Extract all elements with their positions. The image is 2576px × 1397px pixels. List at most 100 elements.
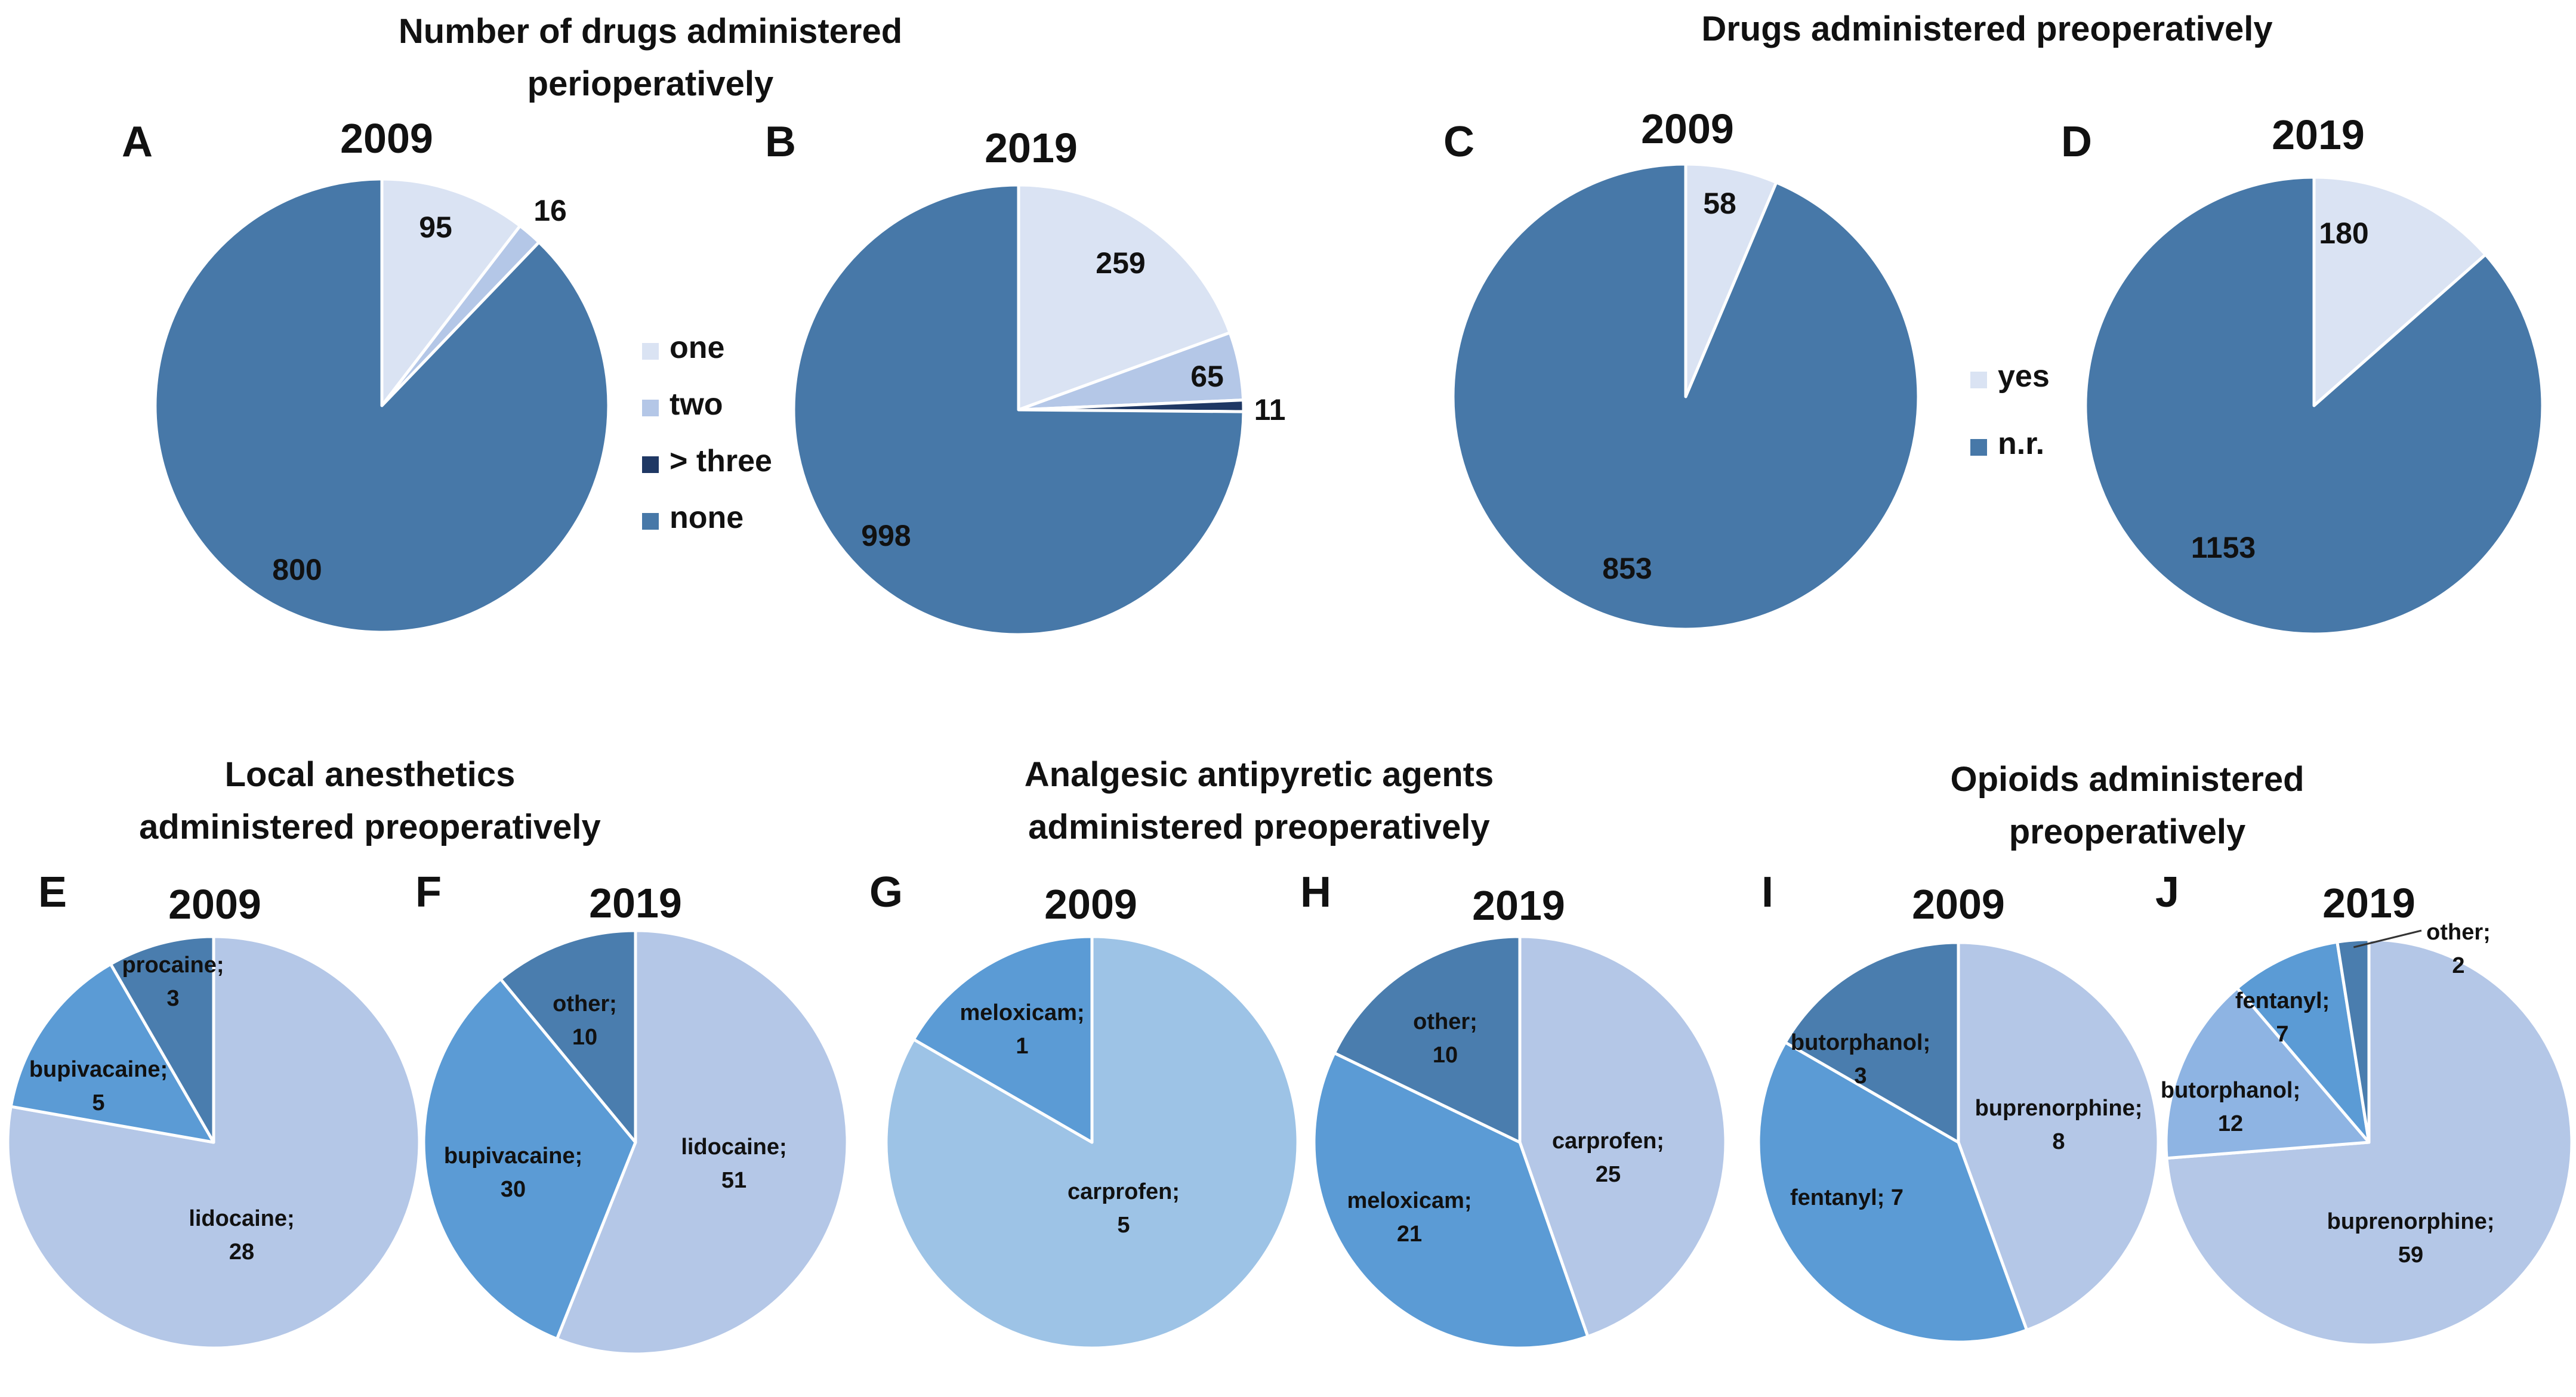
pie-chart-i: I 2009 buprenorphine; 8 fentanyl; 7 butorphan…	[1757, 869, 2160, 1344]
pie-slice-meloxicam	[1312, 1051, 1590, 1350]
leader-line	[2353, 929, 2422, 948]
section-title-analgesic: Analgesic antipyretic agents administered…	[1025, 755, 1494, 846]
legend-label: one	[670, 330, 724, 365]
pie-slice-fentanyl	[2235, 940, 2371, 1144]
pie-slice-one	[380, 177, 522, 407]
panel-letter: A	[122, 118, 153, 166]
section-titles: Number of drugs administered perioperativ…	[139, 10, 2304, 851]
panel-letter: D	[2061, 118, 2092, 166]
pie-slice-yes	[2312, 175, 2487, 407]
pie-chart-g: G 2009 carprofen; 5 meloxicam; 1	[869, 869, 1300, 1350]
pie-slice-lidocaine	[555, 929, 849, 1356]
data-label: carprofen; 25	[1552, 1129, 1664, 1187]
pie-slice-other	[499, 929, 637, 1144]
pie-slice-fentanyl	[1757, 1041, 2029, 1344]
data-label: lidocaine; 51	[681, 1135, 786, 1193]
panel-letter: F	[415, 869, 442, 916]
pie-chart-d: D 2019 180 1153	[2061, 112, 2544, 636]
data-label: bupivacaine; 5	[29, 1057, 168, 1115]
data-label: 11	[1254, 393, 1286, 426]
pie-chart-e: E 2009 lidocaine; 28 bupivacaine; 5 procaine; 3	[6, 869, 421, 1350]
pie-slice-n-r-	[2084, 175, 2544, 636]
data-label: 800	[272, 553, 322, 586]
data-label: butorphanol; 12	[2161, 1078, 2300, 1136]
year-label: 2019	[985, 125, 1078, 171]
legend-preoperative: yes n.r.	[1970, 359, 2050, 461]
data-label: 259	[1096, 246, 1145, 280]
year-label: 2019	[2272, 112, 2365, 158]
data-label: 95	[419, 211, 452, 244]
pie-chart-a: A 2009 95 16 800	[122, 115, 610, 634]
data-label: buprenorphine; 59	[2327, 1209, 2495, 1268]
data-label: 853	[1602, 552, 1652, 585]
legend-item: > three	[642, 444, 772, 478]
year-label: 2019	[2322, 880, 2415, 926]
legend-label: > three	[670, 444, 772, 478]
data-label: lidocaine; 28	[189, 1206, 294, 1265]
section-title-perioperative: Number of drugs administered perioperativ…	[399, 12, 902, 103]
legend-swatch	[642, 343, 659, 360]
data-label: procaine; 3	[122, 953, 224, 1011]
pie-slice-bupivacaine	[9, 962, 215, 1144]
data-label: bupivacaine; 30	[444, 1143, 582, 1202]
data-label: 180	[2319, 217, 2368, 250]
legend-label: n.r.	[1998, 426, 2044, 461]
pie-slice-bupivacaine	[422, 977, 637, 1341]
panel-letter: B	[765, 118, 796, 166]
legend-item: none	[642, 500, 744, 535]
year-label: 2019	[1472, 882, 1565, 929]
legend-swatch	[1970, 439, 1987, 456]
pie-slice-procaine	[109, 935, 215, 1144]
legend-label: none	[670, 500, 744, 535]
pie-slice-none	[792, 183, 1245, 636]
year-label: 2009	[1641, 106, 1734, 152]
legend-number-of-drugs: one two > three none	[642, 330, 772, 535]
pie-chart-h: H 2019 carprofen; 25 meloxicam; 21 other; 10	[1300, 869, 1727, 1350]
pie-chart-c: C 2009 58 853	[1443, 106, 1920, 631]
pie-slice-n-r-	[1451, 162, 1920, 631]
pie-slice-buprenorphine	[1957, 941, 2160, 1332]
pie-slice-other	[2336, 938, 2371, 1144]
year-label: 2019	[589, 880, 682, 926]
year-label: 2009	[340, 115, 433, 162]
pie-chart-j: J 2019 buprenorphine; 59 butorphanol; 12 fenta…	[2155, 869, 2574, 1347]
data-label: meloxicam; 21	[1347, 1188, 1471, 1247]
panel-letter: J	[2155, 869, 2179, 916]
data-label: fentanyl; 7	[2235, 988, 2330, 1047]
pie-charts: A 2009 95 16 800 B 2019 259 65 11 998 C 2009 58 853 D 20…	[6, 106, 2574, 1356]
pie-slice-butorphanol	[1784, 941, 1960, 1144]
panel-letter: G	[869, 869, 903, 916]
pie-slice-butorphanol	[2164, 986, 2371, 1160]
legend-label: yes	[1998, 359, 2050, 394]
legend-swatch	[642, 400, 659, 416]
year-label: 2009	[1912, 881, 2005, 928]
legend-item: yes	[1970, 359, 2050, 394]
data-label: buprenorphine; 8	[1975, 1096, 2143, 1154]
year-label: 2009	[168, 881, 261, 928]
pie-slice-other	[1332, 935, 1522, 1144]
legend-swatch	[642, 456, 659, 473]
pie-slice-one	[1017, 183, 1232, 412]
data-label: 58	[1703, 187, 1736, 220]
data-label: other; 10	[553, 991, 617, 1050]
legend-label: two	[670, 387, 723, 422]
legend-item: n.r.	[1970, 426, 2044, 461]
panel-letter: H	[1300, 869, 1331, 916]
legend-swatch	[1970, 372, 1987, 388]
legends: one two > three none yes n.r.	[642, 330, 2050, 535]
data-label: carprofen; 5	[1068, 1179, 1180, 1238]
pie-chart-b: B 2019 259 65 11 998	[765, 118, 1286, 636]
data-label: other; 10	[1413, 1009, 1477, 1068]
data-label: 65	[1190, 360, 1224, 393]
section-title-preoperative: Drugs administered preoperatively	[1701, 10, 2272, 48]
legend-item: two	[642, 387, 723, 422]
legend-item: one	[642, 330, 724, 365]
pie-slice-meloxicam	[912, 935, 1094, 1144]
data-label: 16	[533, 194, 567, 227]
pie-slice-carprofen	[1518, 935, 1727, 1339]
data-label: meloxicam; 1	[960, 1000, 1084, 1059]
panel-letter: E	[38, 869, 67, 916]
panel-letter: C	[1443, 118, 1474, 166]
data-label: butorphanol; 3	[1791, 1030, 1930, 1089]
